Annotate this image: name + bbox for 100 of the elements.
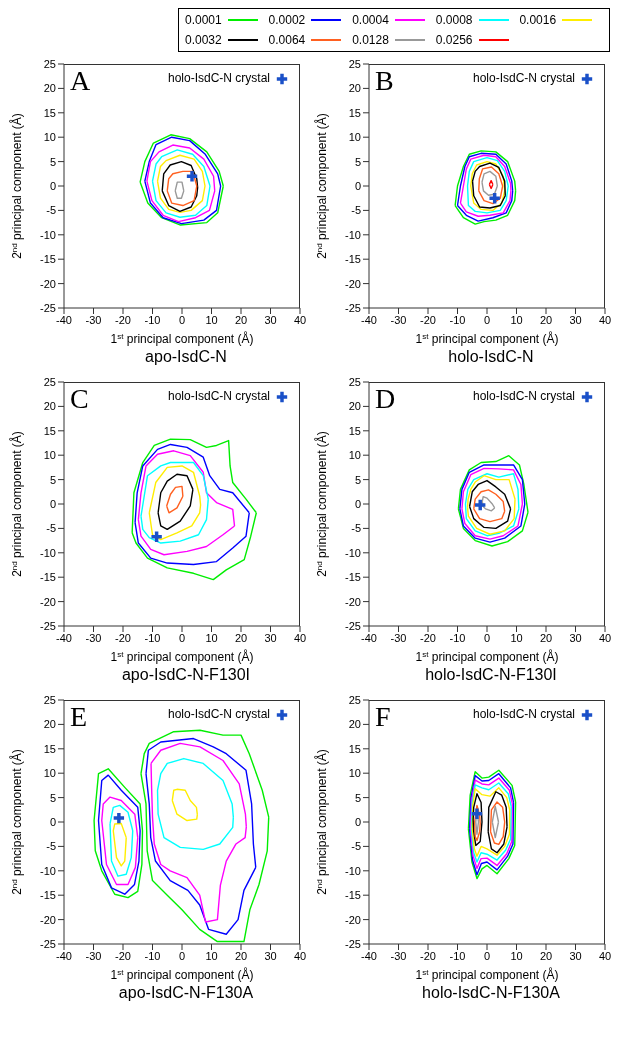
x-axis-title: 1$^{st}$ principal component (Å) (415, 967, 559, 982)
x-tick-label: 10 (510, 631, 523, 644)
text: apo-IsdC-N (144, 348, 228, 366)
y-tick-label: -25 (40, 619, 56, 632)
y-tick-label: 0 (354, 179, 361, 192)
y-tick-label: -5 (351, 522, 361, 535)
y-tick-label: 15 (43, 742, 56, 755)
y-tick-label: -25 (40, 301, 56, 314)
y-tick-label: 25 (43, 375, 56, 388)
text: holo-IsdC-N-F130I (424, 666, 558, 684)
y-tick-label: 20 (43, 82, 56, 95)
y-tick-label: 5 (49, 473, 56, 486)
x-tick-label: 40 (598, 313, 612, 326)
legend-label: holo-IsdC-N crystal (472, 389, 575, 403)
legend-label: 0.0032 (185, 33, 222, 47)
y-tick-label: 20 (43, 718, 56, 731)
y-tick-label: -15 (345, 571, 361, 584)
y-tick-label: 25 (348, 57, 361, 70)
x-tick-label: -10 (144, 313, 161, 326)
x-tick-label: 10 (205, 313, 218, 326)
x-tick-label: 40 (598, 949, 612, 962)
x-tick-label: 40 (598, 631, 612, 644)
x-tick-label: 30 (569, 949, 582, 962)
y-tick-label: 10 (348, 131, 361, 144)
annotation: C (70, 383, 89, 414)
x-tick-label: -10 (449, 631, 466, 644)
y-tick-label: -15 (40, 253, 56, 266)
x-tick-label: 30 (569, 631, 582, 644)
y-tick-label: 0 (49, 179, 56, 192)
y-tick-label: 15 (348, 106, 361, 119)
legend-label: 0.0256 (435, 33, 473, 47)
y-tick-label: 5 (354, 791, 361, 804)
y-tick-label: -20 (40, 277, 56, 290)
y-tick-label: 20 (43, 400, 56, 413)
y-tick-label: -10 (40, 228, 56, 241)
y-tick-label: 0 (354, 497, 361, 510)
y-tick-label: 0 (49, 815, 56, 828)
x-tick-label: -10 (449, 949, 466, 962)
y-tick-label: 10 (348, 449, 361, 462)
annotation: B (375, 65, 394, 96)
x-axis-title: 1$^{st}$ principal component (Å) (415, 331, 559, 346)
y-tick-label: 0 (354, 815, 361, 828)
text: holo-IsdC-N-F130A (421, 984, 561, 1002)
x-tick-label: 20 (539, 313, 553, 326)
annotation: E (70, 701, 88, 732)
legend-label: 0.0001 (185, 13, 222, 27)
y-tick-label: -5 (46, 522, 56, 535)
y-tick-label: -5 (46, 204, 56, 217)
x-tick-label: 0 (178, 949, 186, 962)
y-tick-label: 10 (43, 131, 56, 144)
x-tick-label: 0 (178, 313, 186, 326)
legend-label: 0.0064 (268, 33, 306, 47)
x-axis-title: 1$^{st}$ principal component (Å) (110, 967, 254, 982)
x-tick-label: -20 (420, 313, 436, 326)
x-tick-label: 10 (205, 949, 218, 962)
x-tick-label: -20 (115, 949, 131, 962)
x-tick-label: -10 (144, 631, 161, 644)
y-tick-label: -5 (351, 204, 361, 217)
x-axis-title: 1$^{st}$ principal component (Å) (110, 331, 254, 346)
y-tick-label: -10 (345, 228, 361, 241)
x-tick-label: -30 (85, 313, 102, 326)
x-tick-label: -20 (115, 313, 131, 326)
x-tick-label: -40 (56, 631, 72, 644)
y-tick-label: 10 (43, 449, 56, 462)
y-tick-label: -25 (40, 937, 56, 950)
y-tick-label: 5 (354, 155, 361, 168)
x-tick-label: -30 (85, 949, 102, 962)
y-tick-label: -25 (345, 619, 361, 632)
y-tick-label: -15 (345, 253, 361, 266)
y-tick-label: 25 (43, 693, 56, 706)
y-tick-label: -10 (345, 864, 361, 877)
x-tick-label: -10 (449, 313, 466, 326)
x-tick-label: 40 (293, 949, 307, 962)
legend-label: holo-IsdC-N crystal (167, 71, 270, 85)
y-tick-label: 10 (43, 767, 56, 780)
y-tick-label: -25 (345, 301, 361, 314)
x-tick-label: 20 (539, 631, 553, 644)
x-tick-label: -20 (420, 631, 436, 644)
x-tick-label: 0 (178, 631, 186, 644)
text: apo-IsdC-N-F130A (117, 984, 255, 1002)
x-tick-label: 30 (264, 313, 277, 326)
legend-label: holo-IsdC-N crystal (167, 389, 270, 403)
x-tick-label: 20 (539, 949, 553, 962)
x-tick-label: 20 (234, 631, 248, 644)
y-tick-label: 20 (348, 718, 361, 731)
x-axis-title: 1$^{st}$ principal component (Å) (415, 649, 559, 664)
x-tick-label: 10 (510, 313, 523, 326)
y-tick-label: 15 (348, 424, 361, 437)
y-tick-label: 20 (348, 82, 361, 95)
y-tick-label: -5 (46, 840, 56, 853)
annotation: D (375, 383, 396, 414)
legend-label: 0.0002 (268, 13, 306, 27)
x-tick-label: 0 (483, 949, 491, 962)
x-tick-label: -40 (361, 313, 377, 326)
x-tick-label: 10 (510, 949, 523, 962)
y-tick-label: 25 (348, 693, 361, 706)
x-tick-label: -30 (390, 631, 407, 644)
text: holo-IsdC-N (447, 348, 535, 366)
y-tick-label: 5 (49, 155, 56, 168)
y-tick-label: 15 (43, 106, 56, 119)
